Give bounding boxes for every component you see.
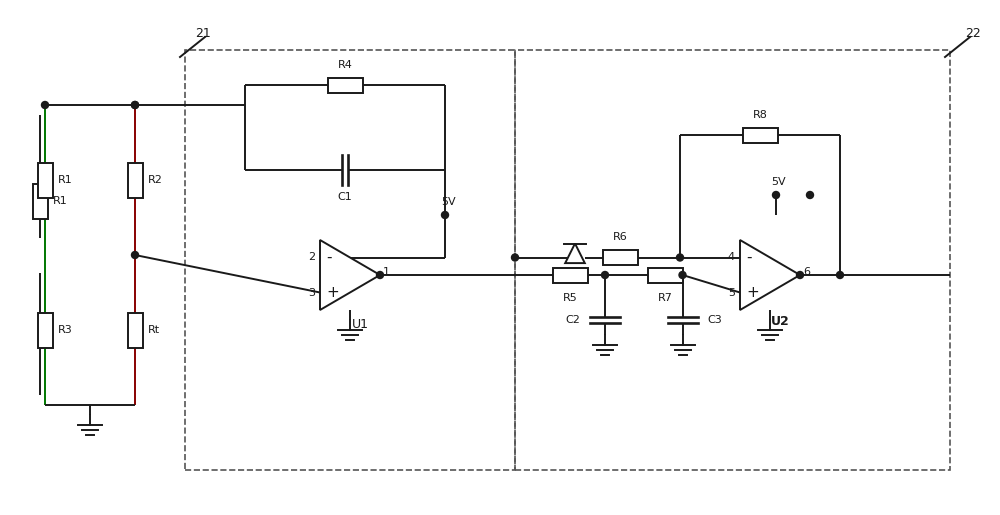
Text: R2: R2: [148, 175, 162, 185]
Text: +: +: [746, 285, 759, 300]
Circle shape: [442, 212, 448, 218]
Text: U1: U1: [352, 318, 368, 331]
Bar: [328, 77, 362, 93]
Text: 5V: 5V: [441, 197, 455, 207]
Text: 3: 3: [308, 287, 315, 298]
Bar: [38, 313, 52, 348]
Text: R3: R3: [58, 325, 72, 335]
Bar: [128, 313, 143, 348]
Circle shape: [772, 192, 780, 198]
Text: R1: R1: [58, 175, 72, 185]
Text: -: -: [326, 250, 332, 265]
Text: U2: U2: [771, 315, 789, 328]
Bar: [128, 163, 143, 197]
Bar: [602, 250, 638, 265]
Text: C3: C3: [708, 315, 722, 325]
Text: 1: 1: [383, 267, 390, 277]
Circle shape: [836, 271, 844, 279]
Text: 2: 2: [308, 252, 315, 263]
Text: -: -: [746, 250, 752, 265]
Circle shape: [679, 271, 686, 279]
Circle shape: [676, 254, 684, 261]
Bar: [648, 267, 682, 283]
Text: 6: 6: [803, 267, 810, 277]
Text: Rt: Rt: [148, 325, 160, 335]
Text: C2: C2: [565, 315, 580, 325]
Bar: [552, 267, 588, 283]
Text: R6: R6: [613, 232, 627, 243]
Circle shape: [42, 101, 48, 109]
Text: C1: C1: [338, 192, 352, 202]
Text: R7: R7: [658, 293, 672, 303]
Text: 4: 4: [728, 252, 735, 263]
Text: 22: 22: [965, 27, 981, 40]
Circle shape: [806, 192, 814, 198]
Circle shape: [512, 254, 518, 261]
Bar: [742, 128, 778, 143]
Text: R5: R5: [563, 293, 577, 303]
Circle shape: [796, 271, 804, 279]
Circle shape: [602, 271, 608, 279]
Bar: [38, 163, 52, 197]
Text: +: +: [326, 285, 339, 300]
Polygon shape: [565, 244, 585, 263]
Circle shape: [376, 271, 384, 279]
Text: R1: R1: [52, 196, 67, 206]
Polygon shape: [320, 240, 380, 310]
Text: 5V: 5V: [772, 177, 786, 187]
Bar: [32, 184, 48, 219]
Circle shape: [132, 101, 138, 109]
Text: 5: 5: [728, 287, 735, 298]
Text: R4: R4: [338, 60, 352, 70]
Text: R8: R8: [753, 110, 767, 120]
Circle shape: [132, 251, 138, 259]
Circle shape: [132, 101, 138, 109]
Text: 21: 21: [195, 27, 211, 40]
Polygon shape: [740, 240, 800, 310]
